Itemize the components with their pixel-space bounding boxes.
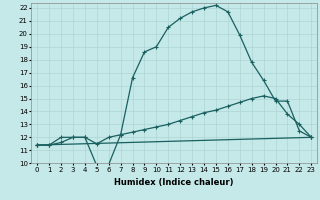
X-axis label: Humidex (Indice chaleur): Humidex (Indice chaleur) [115,178,234,187]
